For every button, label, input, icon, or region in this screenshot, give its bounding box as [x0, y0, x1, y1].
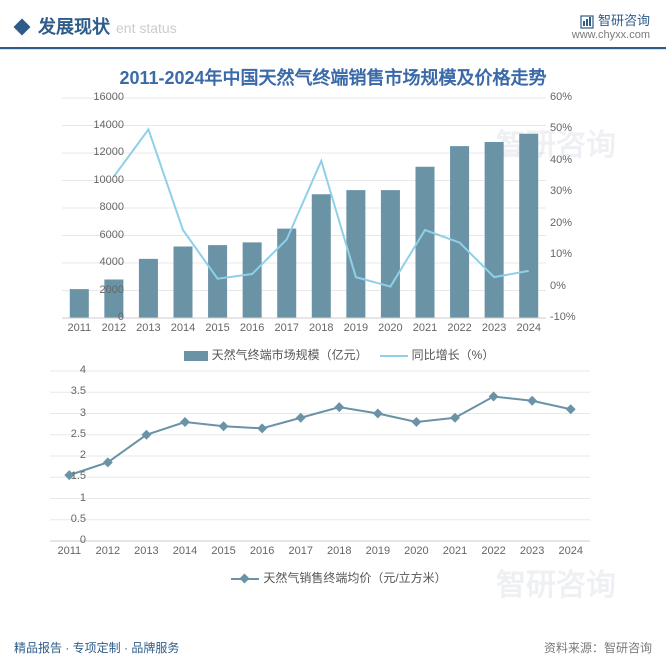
bar-2017: [277, 229, 296, 318]
price-y-label: 2.5: [60, 428, 86, 440]
price-x-label: 2012: [96, 545, 120, 557]
yright-label: 30%: [550, 185, 572, 197]
bar-2016: [243, 242, 262, 318]
price-x-label: 2021: [443, 545, 467, 557]
yright-label: 10%: [550, 248, 572, 260]
price-marker-2020: [411, 417, 421, 427]
x-label: 2020: [378, 322, 402, 334]
price-x-label: 2013: [134, 545, 158, 557]
price-x-label: 2022: [481, 545, 505, 557]
yright-label: 50%: [550, 122, 572, 134]
x-label: 2016: [240, 322, 264, 334]
price-y-label: 2: [60, 449, 86, 461]
yleft-label: 4000: [86, 256, 124, 268]
price-x-label: 2024: [558, 545, 582, 557]
legend-price-label: 天然气销售终端均价（元/立方米）: [263, 571, 446, 585]
brand-icon: [580, 15, 594, 29]
price-y-label: 4: [60, 364, 86, 376]
bar-2022: [450, 146, 469, 318]
bar-2023: [485, 142, 504, 318]
price-marker-2021: [450, 413, 460, 423]
price-y-label: 3: [60, 407, 86, 419]
x-label: 2011: [67, 322, 91, 334]
yright-label: -10%: [550, 311, 576, 323]
header-right: 智研咨询 www.chyxx.com: [572, 10, 650, 41]
x-label: 2012: [102, 322, 126, 334]
price-chart-svg: [20, 371, 606, 549]
price-x-label: 2019: [366, 545, 390, 557]
price-marker-2015: [219, 421, 229, 431]
x-label: 2019: [344, 322, 368, 334]
price-x-label: 2014: [173, 545, 197, 557]
yright-label: 40%: [550, 154, 572, 166]
header-left: 发展现状 ent status: [16, 13, 177, 39]
yleft-label: 2000: [86, 284, 124, 296]
price-x-label: 2015: [211, 545, 235, 557]
yleft-label: 10000: [86, 174, 124, 186]
header-subrule: [0, 49, 666, 50]
price-marker-2014: [180, 417, 190, 427]
bar-2020: [381, 190, 400, 318]
bar-2013: [139, 259, 158, 318]
x-label: 2023: [482, 322, 506, 334]
price-marker-2017: [296, 413, 306, 423]
price-y-label: 1: [60, 492, 86, 504]
x-label: 2022: [447, 322, 471, 334]
legend-price-swatch: [231, 578, 259, 580]
price-marker-2022: [489, 392, 499, 402]
price-x-label: 2018: [327, 545, 351, 557]
yright-label: 0%: [550, 280, 566, 292]
chart-title: 2011-2024年中国天然气终端销售市场规模及价格走势: [0, 64, 666, 90]
bar-2014: [173, 247, 192, 319]
legend-line-swatch: [380, 355, 408, 357]
legend-line-label: 同比增长（%）: [412, 348, 495, 362]
price-x-label: 2023: [520, 545, 544, 557]
price-marker-2024: [566, 404, 576, 414]
price-marker-2023: [527, 396, 537, 406]
x-label: 2018: [309, 322, 333, 334]
price-y-label: 0.5: [60, 513, 86, 525]
price-y-label: 3.5: [60, 385, 86, 397]
brand-label: 智研咨询: [572, 10, 650, 29]
yleft-label: 12000: [86, 146, 124, 158]
x-label: 2014: [171, 322, 195, 334]
bar-2018: [312, 194, 331, 318]
yright-label: 60%: [550, 91, 572, 103]
main-chart-legend: 天然气终端市场规模（亿元） 同比增长（%）: [0, 346, 666, 363]
footer: 精品报告 · 专项定制 · 品牌服务 资料来源：智研咨询: [0, 639, 666, 656]
x-label: 2013: [136, 322, 160, 334]
main-chart: 0200040006000800010000120001400016000-10…: [20, 98, 646, 342]
price-marker-2019: [373, 409, 383, 419]
header-title-cn: 发展现状: [38, 13, 110, 39]
brand-url: www.chyxx.com: [572, 29, 650, 41]
yright-label: 20%: [550, 217, 572, 229]
header-title-en: ent status: [116, 20, 177, 36]
diamond-icon: [14, 18, 31, 35]
brand-text: 智研咨询: [598, 13, 650, 28]
bar-2015: [208, 245, 227, 318]
x-label: 2017: [274, 322, 298, 334]
price-y-label: 1.5: [60, 470, 86, 482]
yleft-label: 8000: [86, 201, 124, 213]
x-label: 2021: [413, 322, 437, 334]
price-chart: 00.511.522.533.5420112012201320142015201…: [20, 371, 646, 565]
legend-bar-swatch: [184, 351, 208, 361]
price-marker-2018: [334, 402, 344, 412]
price-marker-2016: [257, 423, 267, 433]
yleft-label: 14000: [86, 119, 124, 131]
legend-bar-label: 天然气终端市场规模（亿元）: [212, 348, 368, 362]
yleft-label: 16000: [86, 91, 124, 103]
price-x-label: 2017: [288, 545, 312, 557]
footer-left: 精品报告 · 专项定制 · 品牌服务: [14, 639, 179, 656]
price-x-label: 2016: [250, 545, 274, 557]
x-label: 2024: [516, 322, 540, 334]
price-x-label: 2011: [57, 545, 81, 557]
x-label: 2015: [205, 322, 229, 334]
yleft-label: 6000: [86, 229, 124, 241]
bar-2024: [519, 134, 538, 318]
footer-right: 资料来源：智研咨询: [544, 639, 652, 656]
price-x-label: 2020: [404, 545, 428, 557]
header: 发展现状 ent status 智研咨询 www.chyxx.com: [0, 0, 666, 45]
price-chart-legend: 天然气销售终端均价（元/立方米）: [0, 569, 666, 586]
